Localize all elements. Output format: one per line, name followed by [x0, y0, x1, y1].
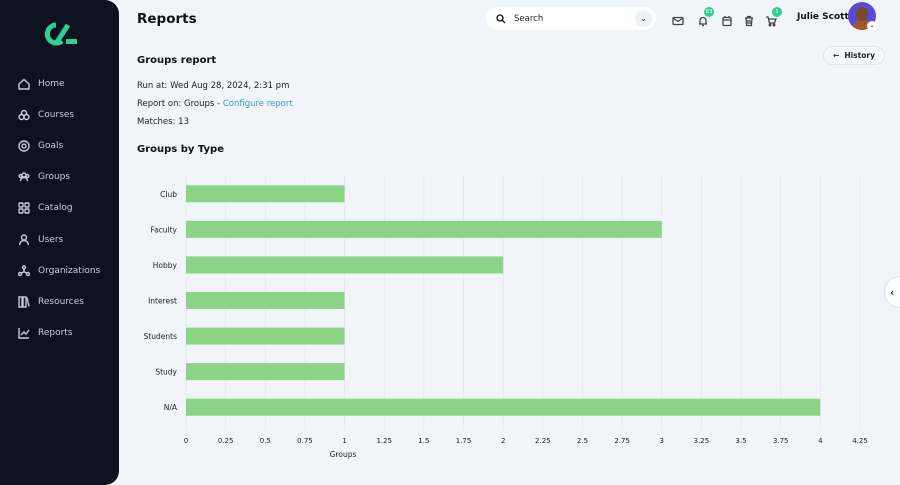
sidebar-item-catalog[interactable]: Catalog [0, 193, 119, 224]
chevron-down-icon[interactable]: ⌄ [635, 10, 652, 27]
sidebar-item-users[interactable]: Users [0, 224, 119, 255]
groups-icon [18, 172, 30, 182]
x-tick-label: 2.75 [614, 437, 630, 445]
logo-icon[interactable] [42, 22, 78, 46]
courses-icon [18, 109, 30, 120]
x-tick-label: 2.25 [535, 437, 551, 445]
x-tick-label: 3.25 [694, 437, 710, 445]
sidebar-item-goals[interactable]: Goals [0, 130, 119, 161]
report-on: Report on: Groups - Configure report [137, 99, 293, 109]
bar [186, 185, 345, 203]
x-tick-label: 0 [184, 437, 188, 445]
y-tick-label: Hobby [153, 261, 178, 270]
report-heading: Groups report [137, 55, 217, 66]
x-tick-label: 3.75 [773, 437, 789, 445]
calendar-icon[interactable] [721, 12, 733, 27]
x-tick-label: 4.25 [852, 437, 868, 445]
x-tick-label: 4 [818, 437, 823, 445]
x-tick-label: 0.75 [297, 437, 313, 445]
history-label: History [844, 51, 875, 60]
sidebar-item-label: Reports [38, 328, 73, 339]
search-input[interactable]: Search ⌄ [486, 7, 656, 30]
bar [186, 220, 662, 238]
goals-icon [18, 140, 30, 152]
user-name[interactable]: Julie Scott [797, 12, 849, 22]
bar [186, 398, 821, 416]
resources-icon [18, 296, 30, 308]
y-tick-label: Faculty [150, 225, 177, 234]
chevron-down-icon[interactable]: ⌄ [867, 21, 877, 31]
matches: Matches: 13 [137, 117, 189, 127]
search-placeholder: Search [514, 13, 544, 24]
trash-icon[interactable] [743, 12, 755, 27]
x-tick-label: 1 [342, 437, 346, 445]
sidebar: Home Courses Goals Groups Catalog Users Organi… [0, 0, 119, 485]
catalog-icon [18, 202, 30, 215]
report-on-text: Report on: Groups - [137, 99, 223, 109]
sidebar-item-label: Users [38, 234, 64, 245]
x-tick-label: 1.75 [456, 437, 472, 445]
sidebar-item-label: Resources [38, 296, 84, 307]
bar [186, 292, 345, 309]
x-axis-label: Groups [330, 450, 357, 459]
sidebar-item-organizations[interactable]: Organizations [0, 255, 119, 286]
user-icon [18, 233, 30, 245]
configure-report-link[interactable]: Configure report [222, 99, 293, 109]
x-tick-label: 1.5 [418, 437, 429, 445]
y-tick-label: Study [155, 368, 177, 377]
notification-badge: 83 [704, 7, 714, 17]
search-icon [496, 13, 506, 23]
bell-icon[interactable]: 83 [697, 7, 714, 27]
y-tick-label: Interest [148, 297, 177, 306]
sidebar-item-label: Courses [38, 109, 75, 120]
y-tick-label: Students [144, 332, 178, 341]
x-tick-label: 2.5 [577, 437, 588, 445]
x-tick-label: 2 [501, 437, 505, 445]
page-title: Reports [137, 11, 197, 27]
sidebar-item-reports[interactable]: Reports [0, 318, 119, 349]
chart-heading: Groups by Type [137, 144, 224, 155]
bar [186, 256, 504, 274]
mail-icon[interactable] [672, 12, 684, 26]
sidebar-item-label: Catalog [38, 203, 73, 214]
x-tick-label: 0.25 [218, 437, 234, 445]
cart-icon[interactable]: 1 [765, 7, 782, 27]
sidebar-item-label: Organizations [38, 265, 101, 276]
sidebar-item-resources[interactable]: Resources [0, 286, 119, 317]
sidebar-item-courses[interactable]: Courses [0, 99, 119, 130]
organizations-icon [18, 265, 30, 276]
sidebar-item-label: Groups [38, 172, 71, 183]
x-tick-label: 3 [660, 437, 664, 445]
bar [186, 363, 345, 381]
y-tick-label: N/A [164, 403, 178, 412]
y-tick-label: Club [160, 190, 177, 199]
collapse-panel-button[interactable]: ‹ [884, 276, 900, 308]
sidebar-item-label: Goals [38, 140, 64, 151]
bar [186, 327, 345, 345]
x-tick-label: 0.5 [260, 437, 271, 445]
arrow-left-icon: ← [833, 51, 840, 60]
reports-icon [18, 328, 30, 339]
run-at: Run at: Wed Aug 28, 2024, 2:31 pm [137, 81, 290, 91]
home-icon [18, 78, 30, 90]
x-tick-label: 1.25 [376, 437, 392, 445]
sidebar-item-groups[interactable]: Groups [0, 162, 119, 193]
sidebar-item-label: Home [38, 78, 65, 89]
sidebar-item-home[interactable]: Home [0, 68, 119, 99]
x-tick-label: 3.5 [735, 437, 746, 445]
cart-badge: 1 [772, 7, 782, 17]
history-button[interactable]: ← History [823, 46, 885, 65]
chevron-left-icon: ‹ [890, 285, 895, 299]
